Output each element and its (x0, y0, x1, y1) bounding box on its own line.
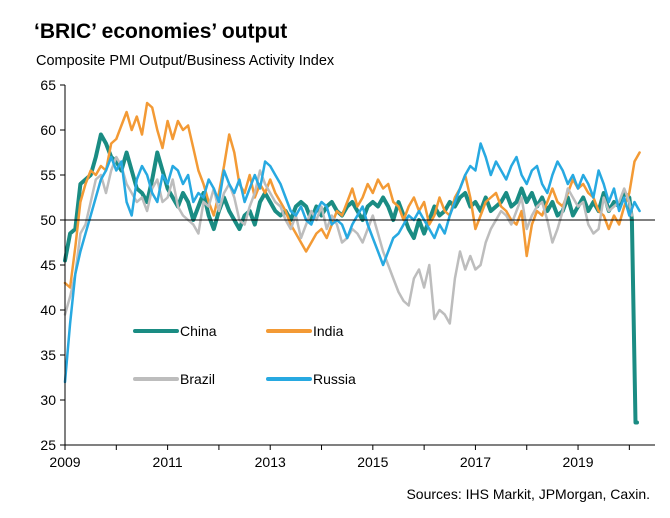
axes-layer: 25 30 35 40 45 50 55 60 65 2009 2011 2013 2015 2017 20… (40, 77, 655, 470)
chart-title: ‘BRIC’ economies’ output (34, 20, 288, 43)
y-tick-label-55: 55 (40, 167, 56, 183)
y-tick-label-25: 25 (40, 437, 56, 453)
legend-label-china: China (180, 323, 217, 339)
x-tick-label-2015: 2015 (357, 454, 388, 470)
y-tick-label-40: 40 (40, 302, 56, 318)
x-tick-label-2013: 2013 (255, 454, 286, 470)
y-tick-label-60: 60 (40, 122, 56, 138)
y-tick-label-30: 30 (40, 392, 56, 408)
y-tick-label-50: 50 (40, 212, 56, 228)
x-tick-label-2009: 2009 (49, 454, 80, 470)
y-tick-label-65: 65 (40, 77, 56, 93)
legend-label-russia: Russia (313, 371, 356, 387)
source-note: Sources: IHS Markit, JPMorgan, Caxin. (406, 486, 650, 502)
series-layer (63, 101, 641, 425)
y-tick-label-45: 45 (40, 257, 56, 273)
x-tick-label-2019: 2019 (562, 454, 593, 470)
series-line-china (63, 132, 639, 425)
legend-label-brazil: Brazil (180, 371, 215, 387)
x-tick-label-2011: 2011 (153, 454, 183, 470)
legend: China India Brazil Russia (133, 323, 356, 387)
y-tick-label-35: 35 (40, 347, 56, 363)
chart-subtitle: Composite PMI Output/Business Activity I… (36, 53, 335, 69)
legend-label-india: India (313, 323, 344, 339)
x-tick-label-2017: 2017 (460, 454, 491, 470)
